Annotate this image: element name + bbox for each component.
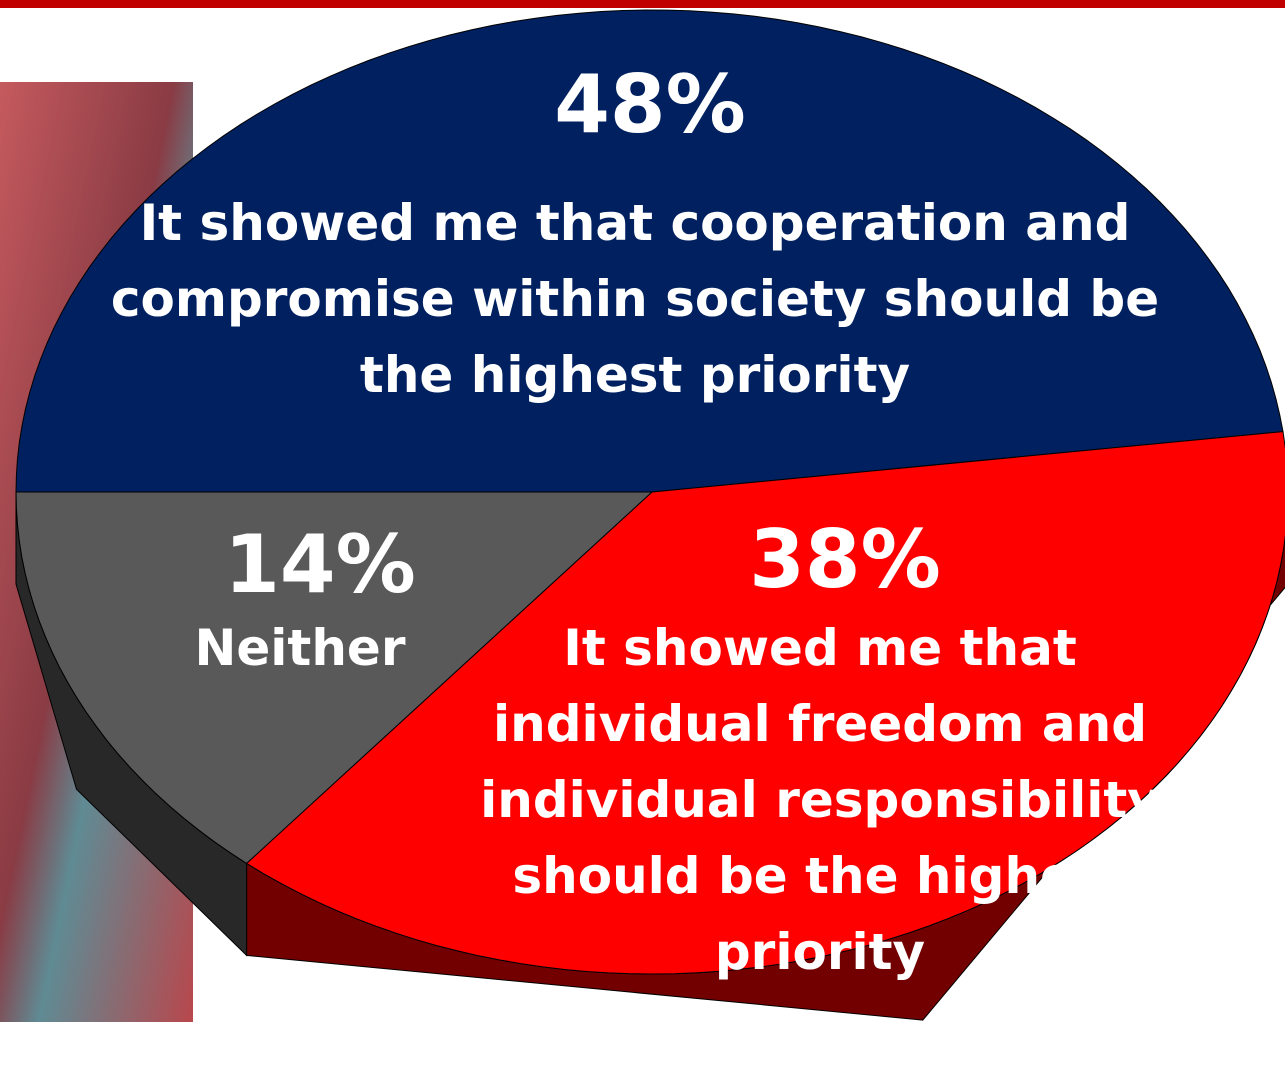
value-label: 38% (749, 513, 941, 606)
slice-label: Neither (194, 619, 406, 677)
slice-label: It showed me that individual freedom and… (480, 619, 1160, 981)
pie (15, 9, 1285, 1021)
pie-slice (15, 491, 654, 865)
slice-label: It showed me that cooperation and compro… (110, 194, 1160, 404)
top-bar (0, 0, 1285, 8)
pie-slice (15, 9, 1284, 493)
value-label: 14% (224, 518, 416, 611)
pie-slice (245, 431, 1285, 975)
value-label: 48% (554, 58, 746, 151)
